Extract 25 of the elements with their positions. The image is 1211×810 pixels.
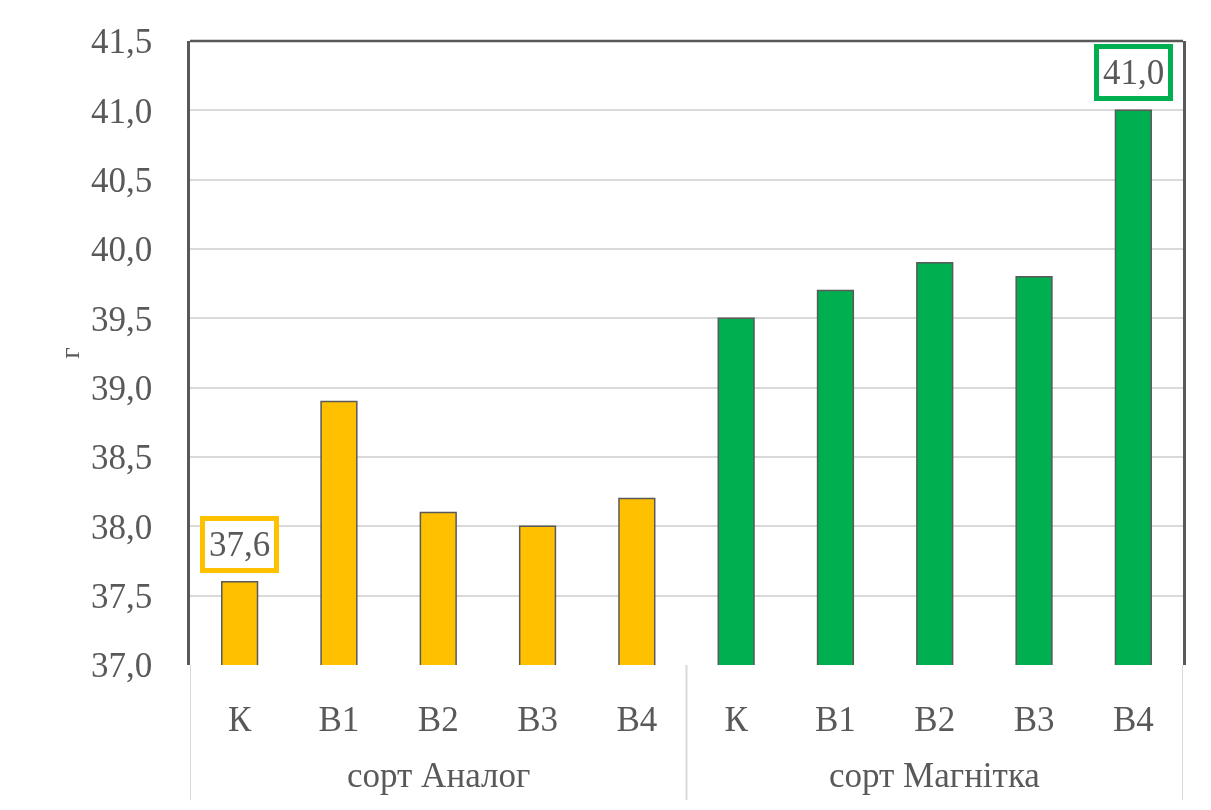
y-tick-label: 37,0 xyxy=(91,646,153,686)
x-tick-label: В2 xyxy=(417,700,459,739)
y-tick-label: 38,0 xyxy=(91,507,153,547)
y-tick-label: 38,5 xyxy=(91,438,153,478)
x-tick-label: К xyxy=(227,700,252,739)
x-tick-label: К xyxy=(724,700,749,739)
y-tick-label: 40,5 xyxy=(91,160,153,200)
y-tick-label: 41,5 xyxy=(91,22,153,62)
x-tick-label: В1 xyxy=(815,700,856,739)
y-tick-label: 40,0 xyxy=(91,230,153,270)
x-tick-label: В1 xyxy=(318,700,360,739)
data-label: 37,6 xyxy=(209,525,271,564)
y-tick-label: 41,0 xyxy=(91,91,153,131)
y-axis-title: г xyxy=(53,347,85,359)
series-label: сорт Магнітка xyxy=(829,756,1041,795)
x-tick-label: В3 xyxy=(517,700,558,739)
data-label: 41,0 xyxy=(1103,53,1165,92)
x-tick-label: В3 xyxy=(1013,700,1055,739)
series-label: сорт Аналог xyxy=(347,756,531,795)
x-tick-label: В2 xyxy=(914,700,956,739)
y-tick-label: 37,5 xyxy=(91,576,153,616)
y-tick-label: 39,5 xyxy=(91,299,153,339)
x-tick-label: В4 xyxy=(616,700,658,739)
x-tick-label: В4 xyxy=(1112,700,1154,739)
y-tick-label: 39,0 xyxy=(91,368,153,408)
